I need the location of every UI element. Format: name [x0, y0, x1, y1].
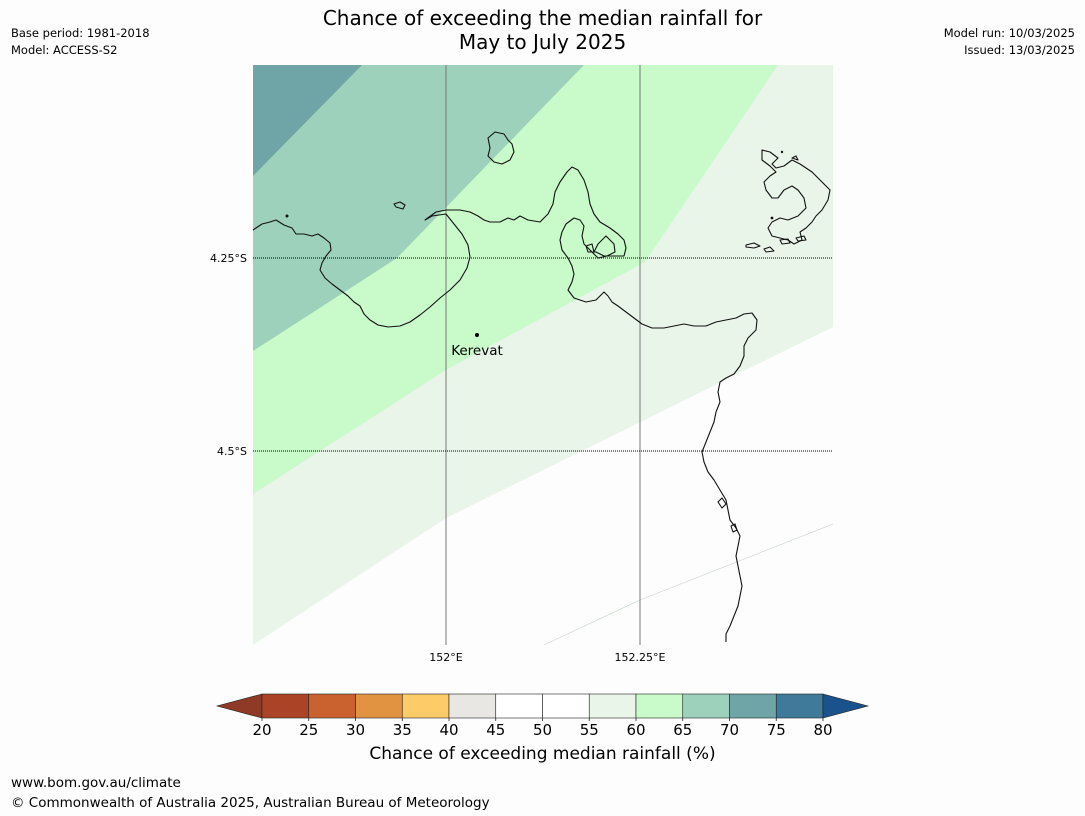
islet-dot-east — [770, 216, 774, 220]
colorbar-tick-label: 25 — [299, 721, 318, 739]
colorbar-boxes — [215, 693, 870, 719]
meta-left: Base period: 1981-2018 Model: ACCESS-S2 — [11, 25, 150, 59]
colorbar-swatch — [682, 693, 730, 719]
colorbar-tick-label: 70 — [720, 721, 739, 739]
islet-dot-west — [285, 214, 289, 218]
lon-label-152: 152°E — [429, 651, 462, 664]
lat-label-4-5: 4.5°S — [217, 445, 247, 458]
colorbar-tick-label: 80 — [813, 721, 832, 739]
lat-label-4-25: 4.25°S — [210, 252, 247, 265]
coastline-gazelle-peninsula — [252, 166, 758, 642]
colorbar-ticks: 20 25 30 35 40 45 50 55 60 65 70 75 80 — [252, 718, 833, 739]
lon-label-152-25: 152.25°E — [615, 651, 666, 664]
colorbar-tick-label: 35 — [393, 721, 412, 739]
kerevat-marker — [475, 333, 479, 337]
graticule — [253, 65, 833, 645]
colorbar-tick-label: 60 — [626, 721, 645, 739]
colorbar-over-arrow — [822, 693, 870, 719]
colorbar-under-arrow — [215, 693, 263, 719]
colorbar-swatch — [261, 693, 310, 719]
colorbar-swatch — [635, 693, 684, 719]
colorbar: 20 25 30 35 40 45 50 55 60 65 70 75 80 — [215, 693, 870, 739]
model-run-text: Model run: 10/03/2025 — [943, 26, 1075, 40]
colorbar-tick-label: 55 — [580, 721, 599, 739]
kerevat-label: Kerevat — [451, 343, 503, 359]
colorbar-tick-label: 20 — [252, 721, 271, 739]
coastline-islet-ne-2 — [745, 242, 761, 249]
colorbar-tick-label: 30 — [346, 721, 365, 739]
meta-right: Model run: 10/03/2025 Issued: 13/03/2025 — [944, 25, 1075, 59]
footer-copyright: © Commonwealth of Australia 2025, Austra… — [11, 795, 490, 811]
colorbar-swatch — [542, 693, 590, 719]
colorbar-swatch — [729, 693, 777, 719]
coastline-islet-west — [393, 201, 406, 210]
colorbar-swatch — [448, 693, 497, 719]
title-line-2: May to July 2025 — [458, 30, 627, 54]
colorbar-swatch — [495, 693, 543, 719]
coastline-islet-ne-5 — [795, 235, 807, 242]
model-text: Model: ACCESS-S2 — [11, 43, 118, 57]
base-period-text: Base period: 1981-2018 — [11, 26, 150, 40]
colorbar-tick-label: 65 — [673, 721, 692, 739]
colorbar-tick-label: 50 — [533, 721, 552, 739]
coastline-watom-island — [487, 131, 515, 165]
coastline-islet-se-2 — [730, 523, 738, 533]
coastline-islet-ne-3 — [763, 246, 775, 253]
footer-url: www.bom.gov.au/climate — [11, 775, 181, 791]
coastline-islet-se-1 — [717, 497, 727, 509]
coastlines — [252, 131, 831, 642]
colorbar-swatch — [775, 693, 824, 719]
map-canvas: Kerevat 4.25°S 4.5°S 152°E 152.25°E — [210, 65, 833, 664]
band-65-70 — [253, 65, 584, 351]
colorbar-swatch — [355, 693, 403, 719]
colorbar-swatch — [588, 693, 637, 719]
coastline-islet-ne-4 — [779, 238, 791, 245]
islet-dot-north — [780, 150, 784, 154]
colorbar-tick-label: 45 — [486, 721, 505, 739]
colorbar-tick-label: 40 — [439, 721, 458, 739]
colorbar-swatch — [401, 693, 450, 719]
colorbar-swatch — [308, 693, 356, 719]
band-70-75 — [253, 65, 362, 176]
coastline-islet-ne-1 — [791, 155, 799, 161]
title-line-1: Chance of exceeding the median rainfall … — [322, 6, 763, 30]
colorbar-label: Chance of exceeding median rainfall (%) — [369, 744, 716, 764]
probability-bands — [253, 65, 833, 645]
map-title: Chance of exceeding the median rainfall … — [0, 6, 1085, 54]
colorbar-tick-label: 75 — [767, 721, 786, 739]
issued-text: Issued: 13/03/2025 — [964, 43, 1075, 57]
